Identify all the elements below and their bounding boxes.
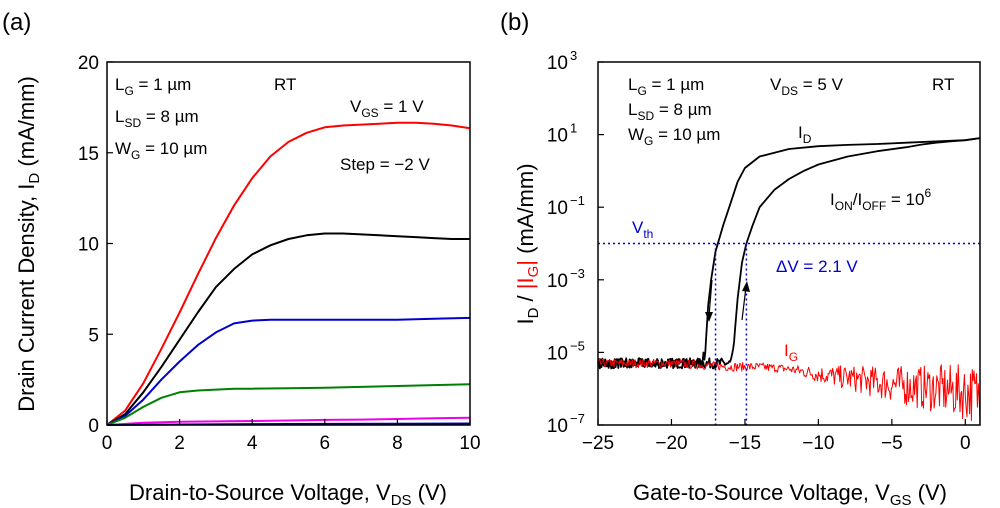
chart-b-x-tick-label: −25 bbox=[582, 433, 614, 454]
chart-b-x-tick-label: −5 bbox=[881, 433, 903, 454]
chart-a-xlabel: Drain-to-Source Voltage, VDS (V) bbox=[129, 480, 447, 508]
chart-b-annotation-ratio: ION/IOFF = 106 bbox=[830, 186, 931, 213]
chart-a-y-tick-label: 0 bbox=[88, 416, 99, 437]
chart-b-x-tick-label: −20 bbox=[655, 433, 687, 454]
sweep-down-arrow-icon bbox=[705, 279, 713, 322]
panel-b-label: (b) bbox=[500, 9, 529, 36]
chart-a-x-tick-label: 2 bbox=[174, 433, 185, 454]
chart-b-series-line-2 bbox=[597, 358, 981, 425]
chart-a-annotation-lg: LG = 1 µm bbox=[115, 75, 191, 98]
chart-a-y-tick-label: 5 bbox=[88, 325, 99, 346]
chart-b-vth-lines bbox=[598, 242, 980, 425]
chart-b-annotation-dv: ΔV = 2.1 V bbox=[776, 257, 858, 276]
chart-b-annotation-lsd: LSD = 8 µm bbox=[628, 100, 712, 123]
chart-a-series-line-3 bbox=[106, 383, 471, 426]
panel-a-label: (a) bbox=[2, 9, 31, 36]
chart-a-annotation-lsd: LSD = 8 µm bbox=[115, 107, 199, 130]
chart-b-y-tick-label: 10 bbox=[547, 198, 568, 219]
chart-a-x-tick-label: 0 bbox=[102, 433, 113, 454]
chart-b-y-tick-exponent: −3 bbox=[570, 266, 585, 281]
chart-b-x-tick-label: −15 bbox=[729, 433, 761, 454]
chart-a-series-line-0 bbox=[106, 121, 471, 426]
chart-b-xlabel: Gate-to-Source Voltage, VGS (V) bbox=[633, 480, 947, 508]
chart-a-annotation-vgs: VGS = 1 V bbox=[350, 97, 424, 120]
chart-b-annotation-lg: LG = 1 µm bbox=[628, 75, 704, 98]
chart-b-y-tick-label: 10 bbox=[547, 343, 568, 364]
chart-b-annotation-wg: WG = 10 µm bbox=[628, 125, 720, 148]
chart-b-y-tick-exponent: 1 bbox=[570, 121, 577, 136]
chart-b-ylabel: ID / |IG| (mA/mm) bbox=[513, 163, 542, 324]
chart-b-y-tick-label: 10 bbox=[547, 126, 568, 147]
chart-b-annotation-ig: IG bbox=[784, 341, 798, 364]
chart-b-annotation-vds: VDS = 5 V bbox=[770, 75, 844, 98]
chart-a-annotation-rt: RT bbox=[274, 75, 296, 94]
chart-b-plot-frame bbox=[597, 61, 981, 426]
chart-b-series-line-0 bbox=[597, 137, 981, 370]
chart-a-y-tick-label: 20 bbox=[78, 53, 99, 74]
chart-b-y-tick-label: 10 bbox=[547, 53, 568, 74]
chart-b-y-tick-label: 10 bbox=[547, 416, 568, 437]
chart-a-x-tick-label: 8 bbox=[392, 433, 403, 454]
chart-a-ylabel: Drain Current Density, ID (mA/mm) bbox=[14, 76, 43, 412]
chart-a-x-tick-label: 10 bbox=[459, 433, 480, 454]
chart-b-y-tick-exponent: −7 bbox=[570, 411, 585, 426]
chart-a-y-tick-label: 10 bbox=[78, 235, 99, 256]
chart-b-y-tick-label: 10 bbox=[547, 271, 568, 292]
chart-a-series-line-1 bbox=[106, 232, 470, 426]
chart-a-y-tick-label: 15 bbox=[78, 144, 99, 165]
chart-b-y-tick-exponent: −5 bbox=[570, 338, 585, 353]
chart-a-series-line-2 bbox=[106, 316, 471, 426]
chart-b-y-tick-exponent: −1 bbox=[570, 193, 585, 208]
chart-b-series-line-1 bbox=[597, 137, 981, 370]
chart-a-series-line-4 bbox=[106, 416, 471, 426]
sweep-up-arrow-icon bbox=[741, 281, 750, 321]
chart-b-y-tick-exponent: 3 bbox=[570, 48, 577, 63]
chart-panel-a: (a) 0 2 4 6 8 10 0 5 10 15 20 LG = 1 µm RT LSD = 8… bbox=[2, 9, 481, 508]
chart-a-ticks: 0 2 4 6 8 10 0 5 10 15 20 bbox=[78, 53, 481, 454]
chart-b-annotation-id: ID bbox=[798, 123, 812, 146]
chart-b-x-tick-label: 0 bbox=[960, 433, 971, 454]
chart-a-annotation-step: Step = −2 V bbox=[340, 155, 430, 174]
chart-a-annotation-wg: WG = 10 µm bbox=[115, 139, 207, 162]
chart-b-series-group bbox=[597, 137, 981, 425]
chart-b-x-tick-label: −10 bbox=[802, 433, 834, 454]
chart-b-annotation-vth: Vth bbox=[632, 218, 653, 241]
chart-a-x-tick-label: 4 bbox=[247, 433, 258, 454]
chart-a-x-tick-label: 6 bbox=[320, 433, 331, 454]
chart-b-annotation-rt: RT bbox=[932, 75, 954, 94]
